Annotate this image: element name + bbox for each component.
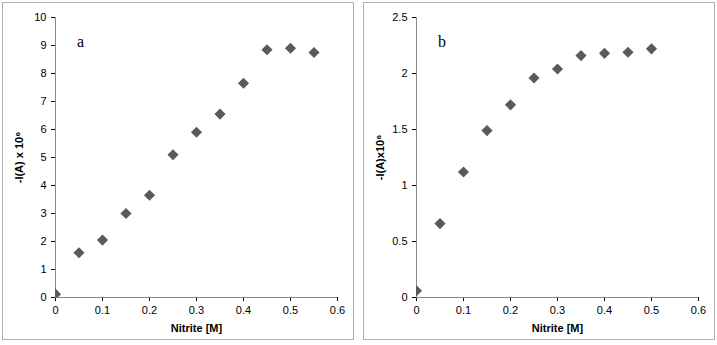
svg-text:-I(A) x 10⁶: -I(A) x 10⁶ [13,132,25,184]
svg-text:2: 2 [401,67,407,79]
svg-text:1.5: 1.5 [392,123,407,135]
svg-text:4: 4 [40,179,46,191]
svg-text:0.3: 0.3 [189,304,204,316]
svg-text:0.4: 0.4 [236,304,251,316]
svg-text:0.1: 0.1 [456,304,471,316]
svg-text:10: 10 [34,11,46,23]
svg-text:1: 1 [40,263,46,275]
svg-text:0: 0 [401,291,407,303]
svg-text:0: 0 [40,291,46,303]
svg-text:Nitrite [M]: Nitrite [M] [532,322,584,334]
svg-text:-I(A)x10⁶: -I(A)x10⁶ [374,135,386,180]
svg-text:0.5: 0.5 [283,304,298,316]
svg-text:0.4: 0.4 [597,304,612,316]
svg-text:0.2: 0.2 [142,304,157,316]
svg-text:0: 0 [413,304,419,316]
html-text:b: b [438,33,446,50]
svg-text:0.5: 0.5 [392,235,407,247]
svg-text:6: 6 [40,123,46,135]
svg-text:3: 3 [40,207,46,219]
svg-text:8: 8 [40,67,46,79]
svg-text:0.5: 0.5 [644,304,659,316]
svg-text:0.2: 0.2 [503,304,518,316]
svg-text:1: 1 [401,179,407,191]
svg-text:0: 0 [52,304,58,316]
svg-text:2.5: 2.5 [392,11,407,23]
svg-text:2: 2 [40,235,46,247]
svg-text:0.6: 0.6 [330,304,345,316]
html-text:a: a [77,33,85,50]
svg-text:Nitrite [M]: Nitrite [M] [171,322,223,334]
svg-text:0.3: 0.3 [550,304,565,316]
svg-text:9: 9 [40,39,46,51]
svg-text:0.6: 0.6 [691,304,706,316]
svg-text:7: 7 [40,95,46,107]
svg-text:5: 5 [40,151,46,163]
svg-text:0.1: 0.1 [95,304,110,316]
